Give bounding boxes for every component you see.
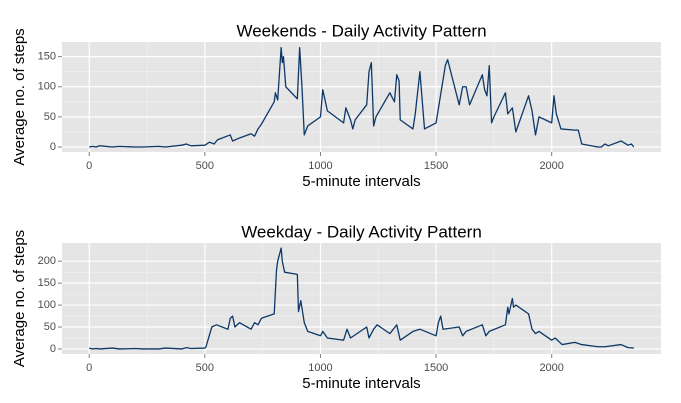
- y-tick-label: 100: [38, 299, 56, 311]
- x-tick-label: 1500: [424, 160, 448, 172]
- x-axis-title: 5-minute intervals: [302, 173, 420, 190]
- chart-title: Weekends - Daily Activity Pattern: [236, 21, 486, 40]
- y-tick-label: 100: [38, 81, 56, 93]
- x-tick-label: 500: [196, 160, 214, 172]
- y-tick-label: 0: [50, 141, 56, 153]
- y-axis-title: Average no. of steps: [11, 28, 28, 165]
- chart-title: Weekday - Daily Activity Pattern: [241, 222, 482, 241]
- y-tick-label: 150: [38, 51, 56, 63]
- data-line: [89, 247, 634, 350]
- y-tick-label: 200: [38, 255, 56, 267]
- y-axis-title: Average no. of steps: [11, 230, 28, 367]
- plot-panel: [62, 243, 661, 354]
- data-line: [89, 46, 635, 148]
- y-tick-label: 50: [44, 111, 56, 123]
- x-tick-label: 1000: [308, 362, 332, 374]
- y-tick-label: 0: [50, 343, 56, 355]
- x-tick-label: 2000: [539, 160, 563, 172]
- y-tick-label: 50: [44, 321, 56, 333]
- plot-panel: [62, 42, 661, 152]
- x-axis-title: 5-minute intervals: [302, 375, 420, 392]
- x-tick-label: 0: [86, 160, 92, 172]
- x-tick-label: 1000: [308, 160, 332, 172]
- x-tick-label: 0: [86, 362, 92, 374]
- x-tick-label: 1500: [424, 362, 448, 374]
- x-tick-label: 500: [196, 362, 214, 374]
- y-tick-label: 150: [38, 277, 56, 289]
- x-tick-label: 2000: [539, 362, 563, 374]
